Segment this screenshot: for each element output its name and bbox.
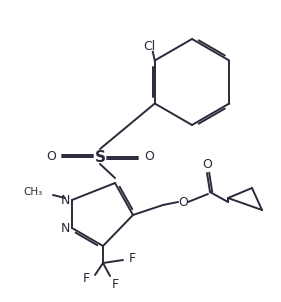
Text: F: F: [82, 271, 90, 284]
Text: O: O: [178, 195, 188, 208]
Text: O: O: [202, 159, 212, 172]
Text: CH₃: CH₃: [24, 187, 43, 197]
Text: N: N: [60, 221, 70, 234]
Text: Cl: Cl: [144, 40, 156, 53]
Text: S: S: [94, 149, 105, 165]
Text: O: O: [46, 150, 56, 163]
Text: N: N: [60, 194, 70, 207]
Text: O: O: [144, 150, 154, 163]
Text: F: F: [128, 252, 135, 265]
Text: F: F: [112, 278, 119, 291]
